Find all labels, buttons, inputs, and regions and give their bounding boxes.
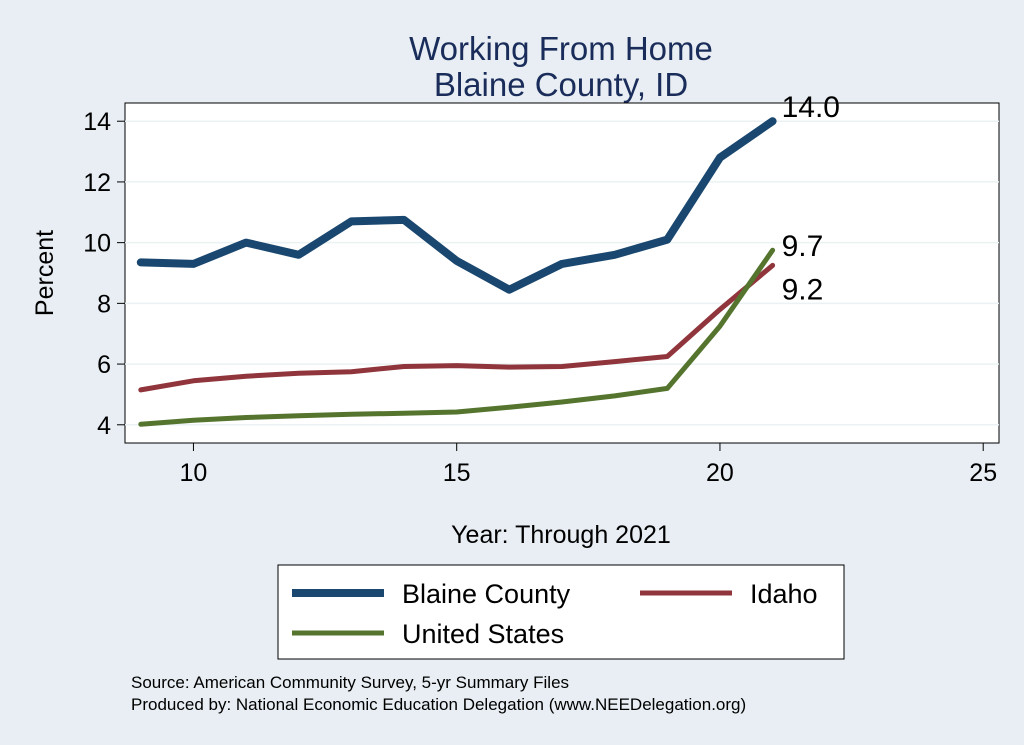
- series-line-blaine-county: [136, 117, 777, 294]
- y-tick-label: 6: [97, 351, 111, 379]
- series-line-idaho: [138, 262, 776, 393]
- plot-area: [124, 102, 1000, 444]
- x-tick-label: 20: [706, 459, 734, 487]
- legend: Blaine County Idaho United States: [292, 579, 818, 649]
- y-tick-label: 8: [97, 290, 111, 318]
- y-tick-label: 10: [83, 230, 111, 258]
- legend-label: Blaine County: [402, 579, 571, 609]
- legend-label: Idaho: [750, 579, 818, 609]
- end-label-idaho: 9.2: [782, 273, 824, 306]
- legend-label: United States: [402, 619, 564, 649]
- produced-note: Produced by: National Economic Education…: [131, 695, 746, 714]
- series-line-united-states: [138, 247, 776, 427]
- source-note: Source: American Community Survey, 5-yr …: [131, 673, 569, 692]
- series-lines: [136, 117, 777, 427]
- y-tick-label: 14: [83, 108, 111, 136]
- x-axis-label: Year: Through 2021: [451, 521, 671, 549]
- y-tick-label: 4: [97, 412, 111, 440]
- end-labels: 14.0 9.2 9.7: [782, 91, 840, 306]
- x-tick-label: 15: [443, 459, 471, 487]
- chart-title: Working From Home: [409, 30, 713, 67]
- y-tick-label: 12: [83, 169, 111, 197]
- x-tick-label: 10: [180, 459, 208, 487]
- y-axis-label: Percent: [31, 230, 59, 316]
- end-label-blaine-county: 14.0: [782, 91, 840, 124]
- chart-subtitle: Blaine County, ID: [434, 66, 688, 103]
- x-tick-label: 25: [969, 459, 997, 487]
- end-label-united-states: 9.7: [782, 230, 824, 263]
- legend-box: [277, 564, 845, 660]
- axes: 4 6 8 10 12 14 10 15 20 25: [83, 108, 997, 487]
